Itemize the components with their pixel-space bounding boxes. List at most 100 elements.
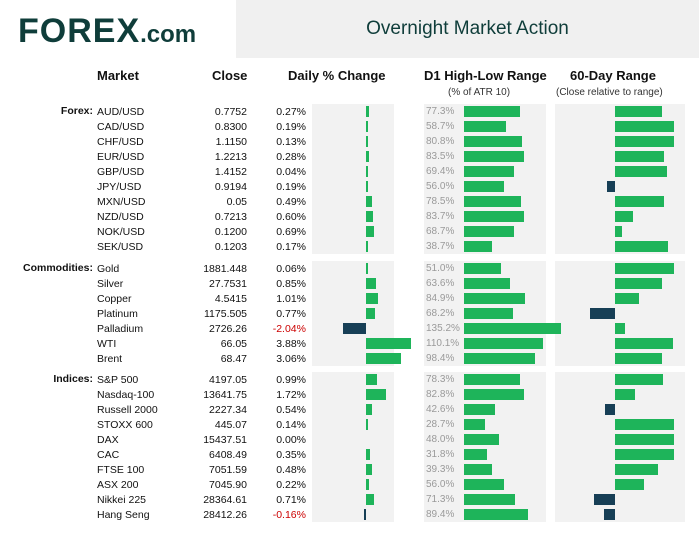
- atr-bar: [464, 338, 544, 349]
- atr-value: 82.8%: [426, 389, 455, 400]
- close-value: 0.7213: [214, 211, 247, 223]
- sixty-day-bar: [615, 106, 663, 117]
- change-bar: [366, 494, 375, 505]
- change-value: 0.13%: [276, 136, 306, 148]
- logo-domain: .com: [140, 21, 197, 48]
- atr-bar: [464, 211, 525, 222]
- change-bar: [366, 136, 368, 147]
- market-name: Gold: [97, 263, 120, 275]
- market-name: MXN/USD: [97, 196, 146, 208]
- market-name: NOK/USD: [97, 226, 145, 238]
- market-name: ASX 200: [97, 479, 139, 491]
- atr-bar: [464, 389, 524, 400]
- change-value: 0.22%: [276, 479, 306, 491]
- sixty-day-bar: [615, 151, 665, 162]
- sixty-day-bar: [615, 323, 625, 334]
- change-value: 0.17%: [276, 241, 306, 253]
- close-value: 7045.90: [209, 479, 247, 491]
- market-name: FTSE 100: [97, 464, 145, 476]
- atr-bar: [464, 181, 505, 192]
- change-value: 0.06%: [276, 263, 306, 275]
- sixty-day-bar: [594, 494, 615, 505]
- change-bar: [366, 464, 372, 475]
- market-name: EUR/USD: [97, 151, 145, 163]
- sixty-day-bar: [606, 181, 615, 192]
- change-bar: [366, 389, 386, 400]
- change-bar: [366, 166, 368, 177]
- atr-bar: [464, 241, 492, 252]
- atr-value: 51.0%: [426, 263, 455, 274]
- header-close: Close: [212, 68, 248, 83]
- page-title: Overnight Market Action: [366, 18, 569, 39]
- sixty-day-bar: [605, 404, 615, 415]
- close-value: 2227.34: [209, 404, 247, 416]
- atr-bar: [464, 494, 516, 505]
- sixty-day-bar: [615, 121, 674, 132]
- change-bar: [366, 374, 378, 385]
- sixty-day-bar: [603, 509, 615, 520]
- close-value: 13641.75: [203, 389, 247, 401]
- market-name: Hang Seng: [97, 509, 150, 521]
- sixty-day-bar: [615, 389, 636, 400]
- atr-bar: [464, 434, 499, 445]
- change-value: 0.28%: [276, 151, 306, 163]
- change-bar: [366, 211, 373, 222]
- atr-bar: [464, 151, 525, 162]
- market-name: Copper: [97, 293, 132, 305]
- atr-bar: [464, 464, 493, 475]
- atr-value: 78.3%: [426, 374, 455, 385]
- market-name: SEK/USD: [97, 241, 144, 253]
- change-value: 0.19%: [276, 121, 306, 133]
- market-name: Brent: [97, 353, 123, 365]
- atr-bar: [464, 308, 514, 319]
- logo-box: FOREX.com: [0, 0, 227, 58]
- change-value: 1.72%: [276, 389, 306, 401]
- sixty-day-bar: [615, 479, 644, 490]
- sixty-day-bar: [615, 278, 663, 289]
- close-value: 1881.448: [203, 263, 247, 275]
- market-name: GBP/USD: [97, 166, 145, 178]
- header-d1-range: D1 High-Low Range: [424, 68, 547, 83]
- change-value: 0.14%: [276, 419, 306, 431]
- sixty-day-bar: [615, 166, 667, 177]
- header-60day-sub: (Close relative to range): [556, 87, 663, 98]
- sixty-day-bar: [615, 419, 675, 430]
- change-bar: [366, 293, 378, 304]
- close-value: 1175.505: [203, 308, 247, 320]
- atr-value: 110.1%: [426, 338, 460, 349]
- close-value: 1.2213: [214, 151, 247, 163]
- atr-value: 42.6%: [426, 404, 455, 415]
- group-label: Forex:: [60, 105, 93, 117]
- change-bar: [366, 479, 369, 490]
- close-value: 15437.51: [203, 434, 247, 446]
- header: FOREX.com Overnight Market Action: [0, 0, 699, 62]
- change-panel: [312, 261, 394, 366]
- change-bar: [366, 106, 370, 117]
- change-bar: [364, 509, 366, 520]
- change-bar: [366, 181, 369, 192]
- atr-bar: [464, 419, 485, 430]
- change-bar: [366, 338, 411, 349]
- atr-bar: [464, 196, 521, 207]
- change-value: -0.16%: [272, 509, 306, 521]
- atr-value: 98.4%: [426, 353, 455, 364]
- sixty-day-bar: [615, 241, 669, 252]
- atr-value: 38.7%: [426, 241, 455, 252]
- change-value: 0.04%: [276, 166, 306, 178]
- market-name: AUD/USD: [97, 106, 145, 118]
- atr-bar: [464, 263, 501, 274]
- atr-bar: [464, 509, 529, 520]
- sixty-day-bar: [615, 353, 662, 364]
- close-value: 0.05: [226, 196, 247, 208]
- atr-bar: [464, 121, 507, 132]
- close-value: 68.47: [220, 353, 247, 365]
- close-value: 4.5415: [214, 293, 247, 305]
- logo-brand: FOREX: [18, 12, 141, 50]
- header-60day: 60-Day Range: [570, 68, 656, 83]
- change-value: 0.60%: [276, 211, 306, 223]
- change-value: 0.71%: [276, 494, 306, 506]
- change-panel: [312, 104, 394, 254]
- market-name: CHF/USD: [97, 136, 144, 148]
- change-bar: [366, 121, 369, 132]
- atr-bar: [464, 293, 526, 304]
